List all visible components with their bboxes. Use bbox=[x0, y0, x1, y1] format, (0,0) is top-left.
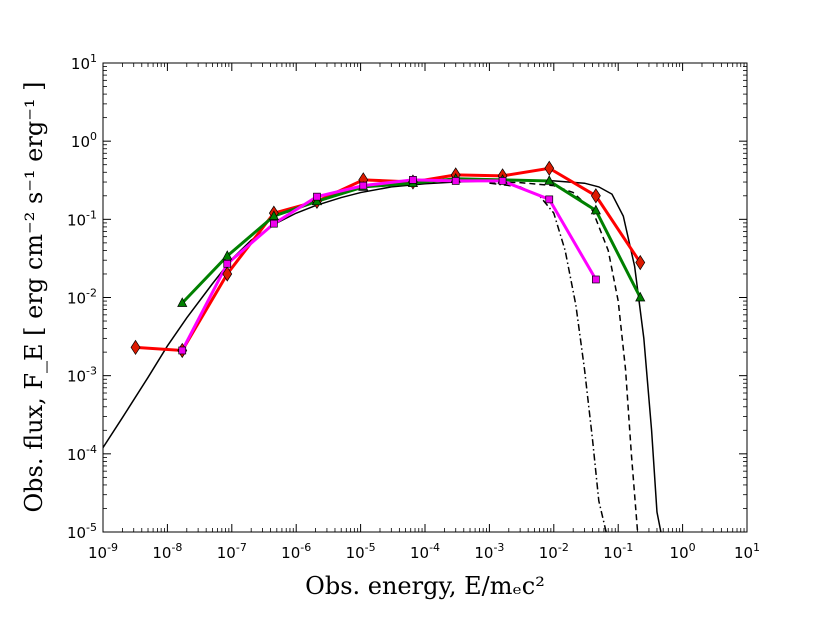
data-point bbox=[268, 210, 279, 220]
data-point bbox=[545, 195, 554, 204]
x-tick-label: 10-6 bbox=[281, 541, 311, 562]
data-point bbox=[409, 175, 417, 184]
x-tick-label: 10-3 bbox=[474, 541, 504, 562]
y-tick-label: 10-1 bbox=[67, 208, 97, 229]
plot-area bbox=[103, 63, 747, 532]
data-point bbox=[270, 219, 278, 228]
y-tick-label: 10-5 bbox=[67, 521, 97, 542]
marker-layer bbox=[130, 160, 646, 359]
x-tick-label: 10-7 bbox=[217, 541, 247, 562]
y-axis-label: Obs. flux, F_E [ erg cm⁻² s⁻¹ erg⁻¹ ] bbox=[20, 81, 48, 512]
series-line-0 bbox=[103, 179, 662, 532]
data-point bbox=[590, 204, 601, 215]
series-line-2 bbox=[489, 182, 607, 532]
y-tick-label: 10-4 bbox=[67, 443, 97, 464]
x-tick-label: 10-9 bbox=[88, 541, 118, 562]
y-tick-label: 10-3 bbox=[67, 365, 97, 386]
data-point bbox=[222, 266, 233, 282]
y-tick-label: 10-2 bbox=[67, 287, 97, 308]
series-layer bbox=[103, 166, 662, 532]
data-point bbox=[130, 339, 141, 356]
x-axis-label: Obs. energy, E/mₑc² bbox=[305, 572, 545, 600]
data-point bbox=[222, 250, 233, 260]
data-point bbox=[359, 181, 368, 190]
data-point bbox=[313, 192, 321, 201]
data-point bbox=[177, 297, 188, 307]
y-tick-label: 100 bbox=[71, 130, 97, 151]
y-tick-label: 101 bbox=[71, 52, 97, 73]
x-tick-label: 100 bbox=[670, 541, 696, 562]
series-line-3 bbox=[135, 166, 642, 353]
data-point bbox=[311, 195, 323, 206]
data-point bbox=[635, 291, 646, 302]
x-tick-label: 10-1 bbox=[603, 541, 633, 562]
data-point bbox=[178, 346, 187, 355]
data-point bbox=[498, 177, 507, 185]
series-line-1 bbox=[489, 181, 639, 532]
data-point bbox=[223, 259, 232, 268]
data-point bbox=[635, 254, 646, 271]
data-point bbox=[451, 177, 460, 185]
data-point bbox=[544, 175, 555, 185]
x-tick-label: 101 bbox=[734, 541, 760, 562]
data-point bbox=[592, 275, 600, 284]
x-tick-label: 10-4 bbox=[410, 541, 440, 562]
axis-layer: 10-9 10-8 10-7 10-6 10-5 10-4 10-3 10-2 10-1 100 1… bbox=[67, 52, 760, 562]
x-tick-label: 10-2 bbox=[539, 541, 569, 562]
series-line-5 bbox=[180, 178, 598, 352]
x-tick-label: 10-8 bbox=[152, 541, 182, 562]
data-point bbox=[590, 188, 601, 204]
x-tick-label: 10-5 bbox=[346, 541, 376, 562]
